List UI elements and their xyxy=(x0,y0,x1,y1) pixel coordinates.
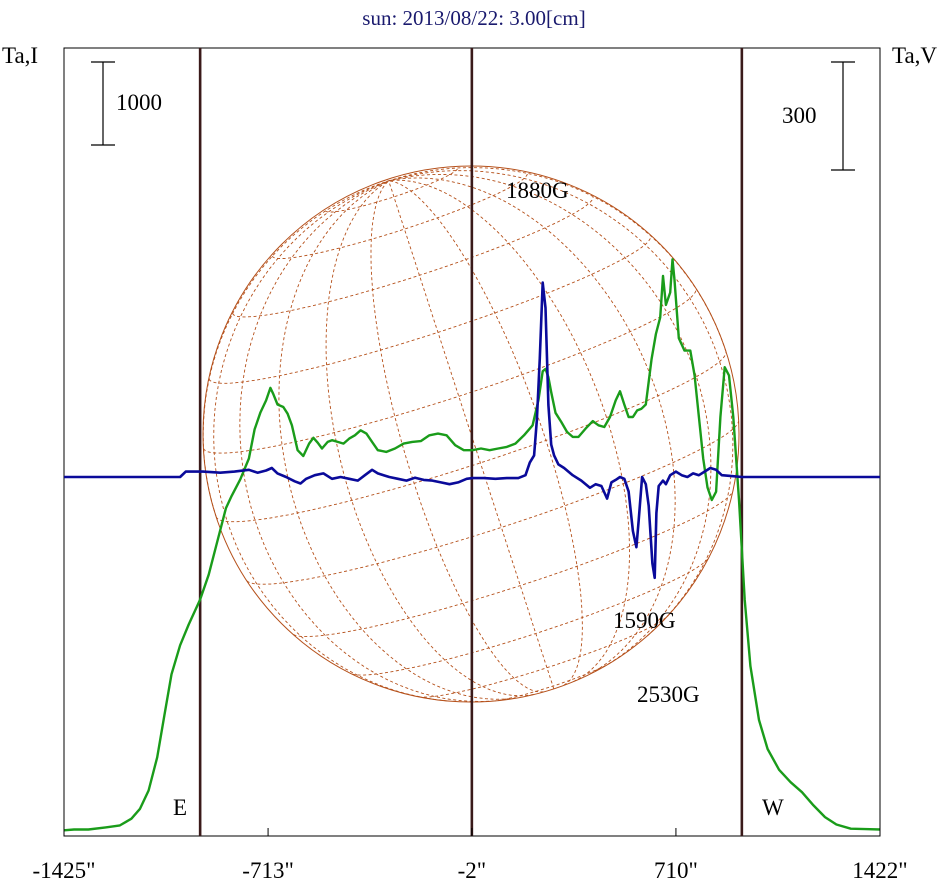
annotation-1880G: 1880G xyxy=(506,178,569,203)
scale-bar-left xyxy=(91,61,115,146)
latitude-line xyxy=(215,351,727,523)
longitude-line xyxy=(388,170,734,637)
x-tick-label: -713" xyxy=(242,858,294,883)
longitude-line xyxy=(388,167,727,352)
longitude-line xyxy=(202,180,389,517)
y-label-left: Ta,I xyxy=(2,43,38,68)
latitude-line xyxy=(293,491,733,638)
scale-bar-right xyxy=(831,61,855,171)
longitude-line xyxy=(239,180,495,702)
x-axis: -1425" -713" -2" 710" 1422" xyxy=(32,828,908,883)
latitude-line xyxy=(208,235,652,384)
x-tick-label: 1422" xyxy=(852,858,907,883)
marker-lines xyxy=(198,48,744,836)
limb-label-west: W xyxy=(762,795,784,820)
longitude-line xyxy=(388,180,583,686)
chart-title: sun: 2013/08/22: 3.00[cm] xyxy=(362,6,585,30)
series-line-intensity xyxy=(63,258,881,832)
annotation-2530G: 2530G xyxy=(637,682,700,707)
solar-disk-grid xyxy=(202,165,740,703)
annotation-1590G: 1590G xyxy=(613,608,676,633)
latitude-line xyxy=(232,196,594,318)
x-tick-label: -1425" xyxy=(32,858,95,883)
series-layer xyxy=(63,258,881,832)
scale-bar-left-label: 1000 xyxy=(116,90,162,115)
latitude-line xyxy=(271,173,528,259)
y-label-right: Ta,V xyxy=(892,43,937,68)
longitude-line xyxy=(370,180,544,693)
series-line-polarization xyxy=(64,281,880,580)
scale-bar-right-label: 300 xyxy=(782,103,817,128)
longitude-line xyxy=(213,180,448,702)
x-tick-label: 710" xyxy=(654,858,698,883)
longitude-line xyxy=(325,180,534,697)
latitude-line xyxy=(203,288,697,454)
longitude-line xyxy=(278,180,516,700)
longitude-line xyxy=(388,179,630,682)
longitude-line xyxy=(388,173,712,665)
latitude-line xyxy=(418,615,669,698)
limb-label-east: E xyxy=(173,795,187,820)
x-tick-label: -2" xyxy=(458,858,487,883)
longitude-line xyxy=(388,177,676,675)
